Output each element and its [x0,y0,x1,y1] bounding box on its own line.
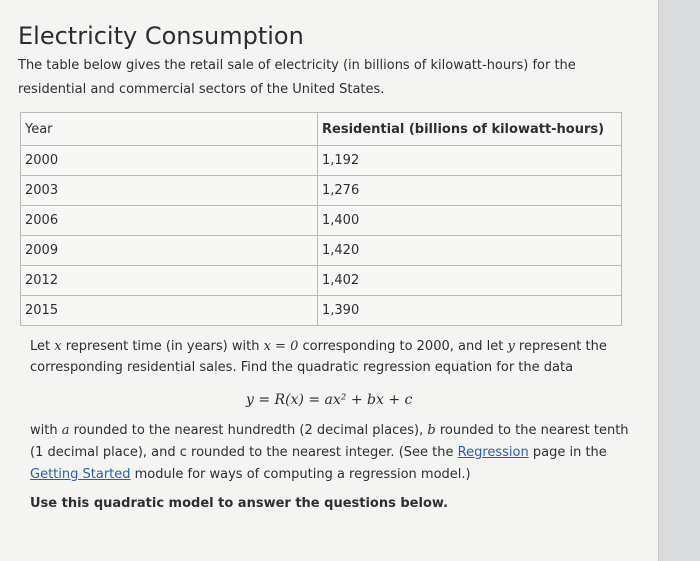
text-run: Let [30,339,55,354]
cell-value: 1,390 [317,295,622,326]
header-year: Year [20,112,318,146]
page-title: Electricity Consumption [18,22,304,50]
cell-year: 2012 [20,265,318,296]
instruction-paragraph: Let x represent time (in years) with x =… [30,336,630,378]
cell-value: 1,400 [317,205,622,236]
table-row: 2006 1,400 [20,205,622,236]
text-run: page in the [528,445,607,460]
getting-started-link[interactable]: Getting Started [30,467,131,482]
cell-value: 1,276 [317,175,622,206]
text-run: represent time (in years) with [61,339,264,354]
rounding-paragraph: with a rounded to the nearest hundredth … [30,420,640,486]
cell-year: 2003 [20,175,318,206]
cell-value: 1,192 [317,145,622,176]
math-x: x [54,339,62,354]
header-residential: Residential (billions of kilowatt-hours) [317,112,622,146]
table-header-row: Year Residential (billions of kilowatt-h… [20,112,622,146]
table-row: 2015 1,390 [20,295,622,326]
cell-year: 2009 [20,235,318,266]
text-run: module for ways of computing a regressio… [130,467,471,482]
cell-year: 2000 [20,145,318,176]
table-row: 2000 1,192 [20,145,622,176]
text-run: with [30,423,62,438]
data-table: Year Residential (billions of kilowatt-h… [20,112,622,326]
regression-equation: y = R(x) = ax² + bx + c [246,392,413,408]
math-b: b [427,423,436,438]
table-row: 2003 1,276 [20,175,622,206]
cell-value: 1,420 [317,235,622,266]
text-run: represent the corresponding residential … [30,339,607,375]
closing-instruction: Use this quadratic model to answer the q… [30,496,449,511]
cell-year: 2006 [20,205,318,236]
math-a: a [61,423,70,438]
content-page: Electricity Consumption The table below … [0,0,659,561]
intro-text: The table below gives the retail sale of… [18,58,576,97]
table-row: 2012 1,402 [20,265,622,296]
regression-link[interactable]: Regression [457,445,529,460]
text-run: corresponding to 2000, and let [298,339,508,354]
math-x-equals-zero: x = 0 [263,339,299,354]
math-y: y [507,339,515,354]
cell-year: 2015 [20,295,318,326]
text-run: rounded to the nearest hundredth (2 deci… [69,423,428,438]
cell-value: 1,402 [317,265,622,296]
table-row: 2009 1,420 [20,235,622,266]
text-run: rounded to the nearest tenth (1 decimal … [30,423,629,460]
